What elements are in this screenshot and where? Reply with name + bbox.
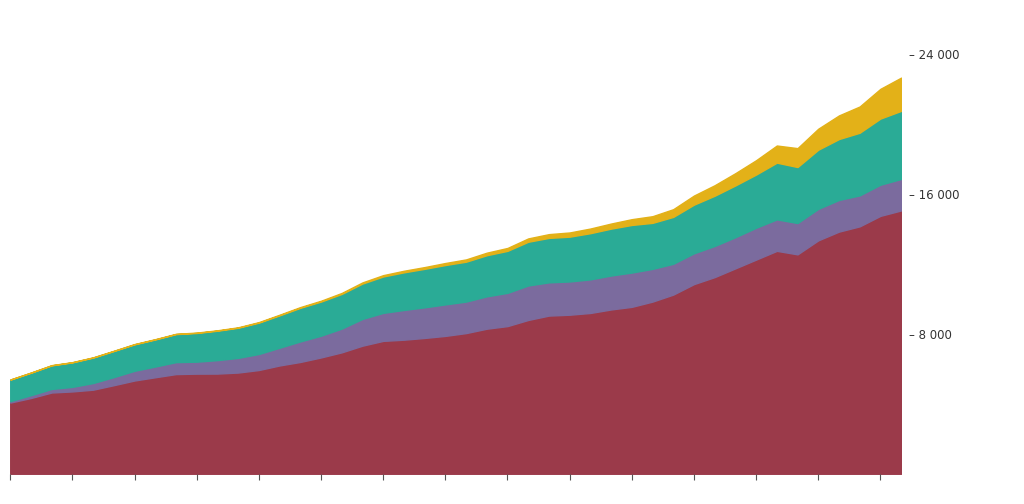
Polygon shape — [10, 442, 197, 474]
